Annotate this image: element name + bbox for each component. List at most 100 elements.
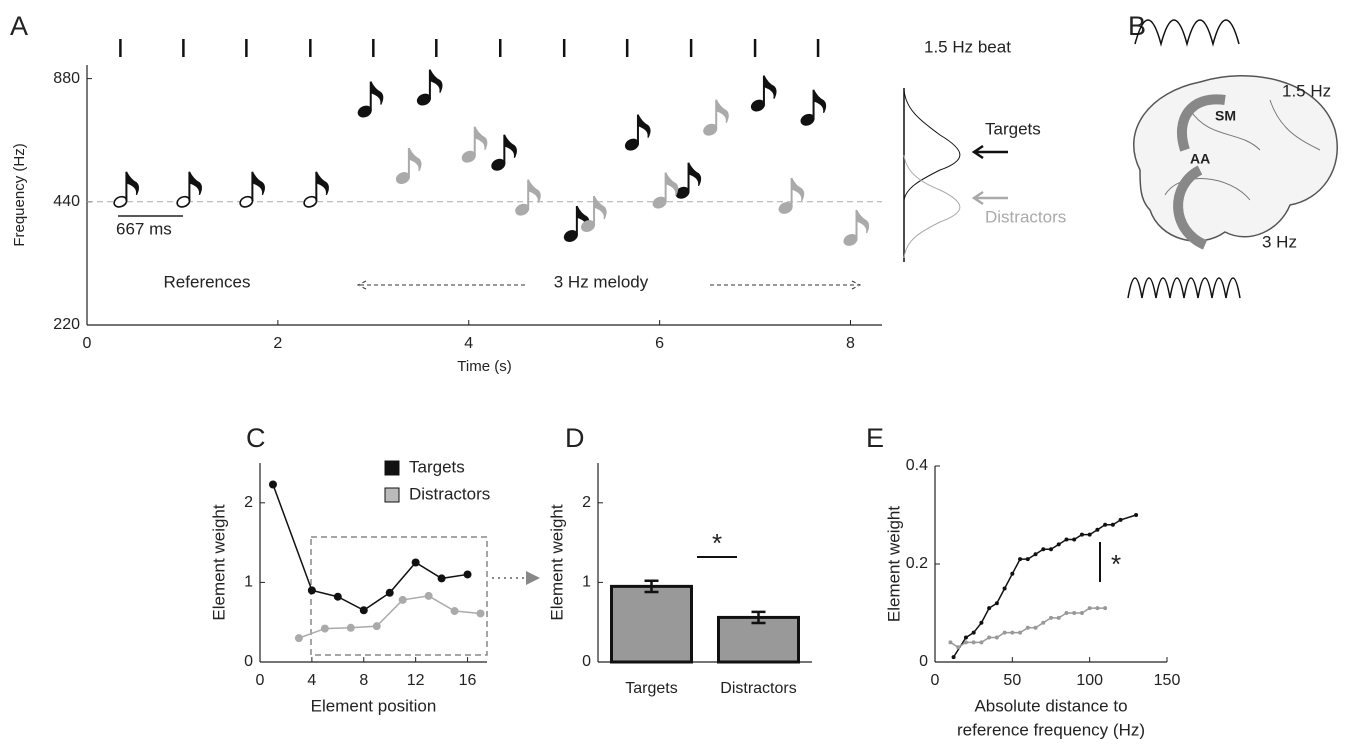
marker [398,595,407,604]
marker [1041,620,1046,625]
note [750,75,777,112]
note-flag [125,171,140,196]
note-flag [251,171,265,196]
note [675,162,702,199]
x-axis-label: Element position [311,696,437,715]
x-tick-label: 150 [1154,672,1181,689]
marker [951,655,956,660]
marker [1087,532,1092,537]
bar [610,584,693,664]
note [113,171,140,208]
note-flag [370,81,384,105]
marker [1049,615,1053,620]
legend-label: Distractors [985,207,1066,226]
marker [333,592,342,601]
marker [1025,625,1030,630]
note-flag [593,195,607,220]
marker [994,635,999,640]
marker [948,640,953,645]
series-line [298,595,481,639]
marker [1072,611,1077,615]
marker [971,640,976,645]
marker [963,635,968,640]
legend-label: Targets [985,119,1041,138]
marker [1056,542,1061,547]
note [303,171,329,208]
x-tick-label: 16 [459,672,477,689]
marker [1025,557,1030,562]
legend-arrow [971,190,1008,206]
diagram-label: SM [1215,108,1236,124]
marker [1049,547,1053,552]
note [416,69,443,106]
marker [1095,606,1100,611]
x-tick-label: 12 [407,672,425,689]
series-line [272,484,468,612]
note [800,89,827,126]
note [461,126,488,163]
note-flag [763,75,777,99]
y-tick-label: 1 [582,574,591,591]
x-tick-label: 0 [931,672,940,689]
y-tick-label: 0 [919,653,928,670]
x-tick-label: 4 [464,335,473,352]
marker [1087,606,1092,611]
marker [463,570,472,579]
marker [979,620,984,625]
marker [1033,552,1038,557]
x-tick-label: Targets [625,680,677,697]
scale-bar-label: 667 ms [116,219,172,238]
marker [268,480,277,489]
marker [346,623,355,632]
marker [1056,615,1061,620]
x-tick-label: 8 [846,335,855,352]
note-flag [687,162,702,187]
y-tick-label: 0.2 [906,555,928,572]
note [239,171,265,208]
marker [1064,611,1069,615]
note-flag [315,171,329,196]
x-tick-label: 100 [1076,672,1103,689]
legend-label: Targets [409,457,465,476]
x-tick-label: 8 [359,672,368,689]
note [703,99,729,136]
arrow-head [526,571,540,585]
marker [1103,522,1108,527]
fast-wave [1127,277,1241,299]
marker [1033,625,1038,630]
legend-arrow [971,144,1008,160]
marker [476,609,485,618]
x-tick-label: 0 [256,672,265,689]
marker [411,558,420,567]
marker [320,624,329,633]
marker [359,606,368,615]
y-tick-label: 0 [582,653,591,670]
note [357,81,384,118]
note-flag [429,69,443,93]
marker [1018,630,1023,635]
y-tick-label: 2 [244,494,253,511]
note [581,195,607,232]
legend-swatch [384,487,400,503]
bar [717,615,800,664]
melody-label: 3 Hz melody [554,272,649,291]
note-flag [527,179,541,203]
marker [385,588,394,597]
note-flag [791,177,805,202]
marker [1134,513,1139,517]
slow-wave [1134,19,1240,47]
diagram-label: 1.5 Hz [1282,81,1331,100]
x-axis-label: Absolute distance to [974,696,1127,715]
marker [1072,537,1077,542]
panel-label: A [10,11,28,41]
x-axis-label: reference frequency (Hz) [957,720,1145,739]
marker [987,635,992,640]
note-flag [715,99,729,124]
beat-label: 1.5 Hz beat [924,37,1011,56]
marker [994,601,999,606]
marker [294,634,303,643]
note [491,134,517,171]
marker [1002,586,1007,591]
legend-swatch [384,460,400,476]
marker [307,586,316,595]
